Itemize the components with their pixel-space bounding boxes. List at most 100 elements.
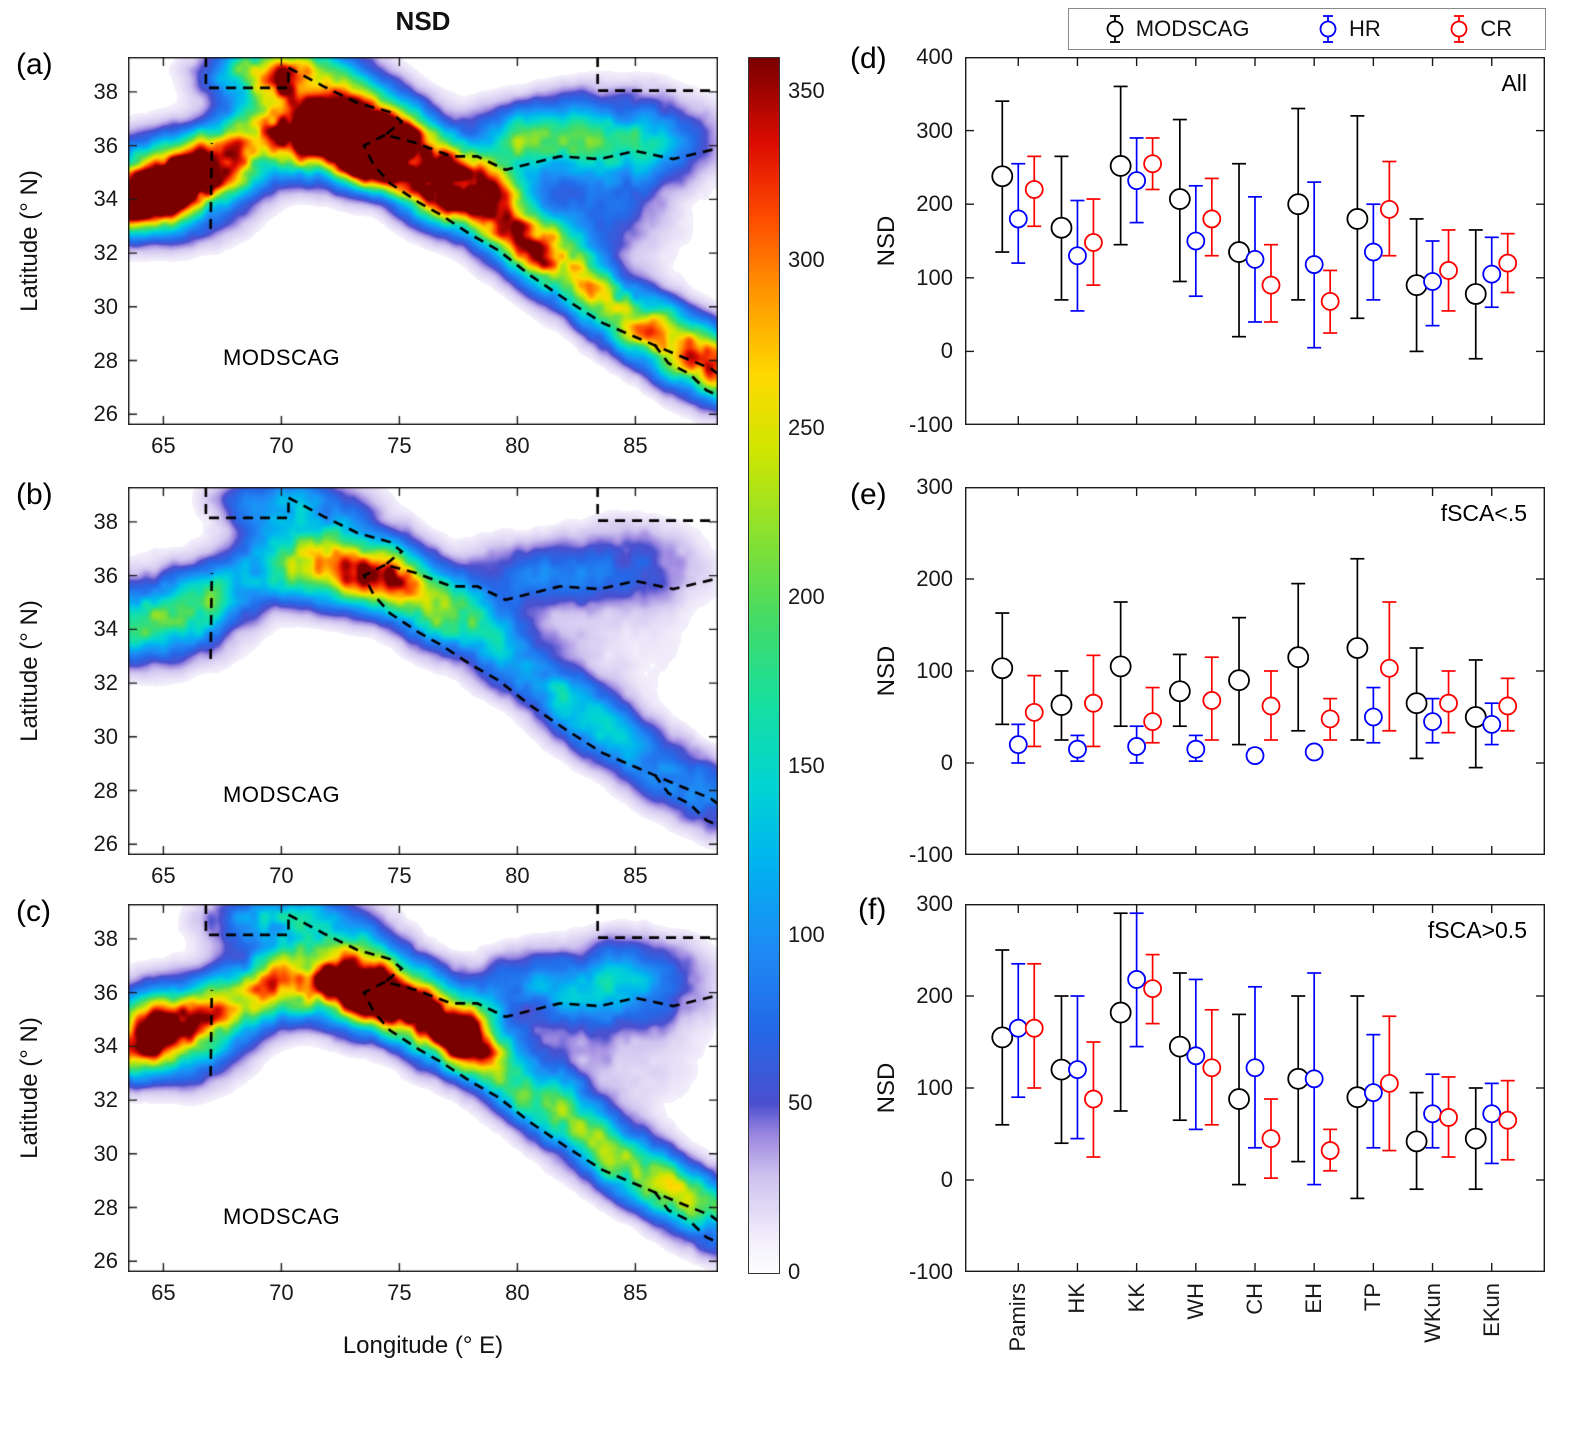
tick-label: 26 <box>93 1248 118 1274</box>
legend-label: HR <box>1349 16 1381 41</box>
errorbar-marker <box>1186 1046 1206 1066</box>
errorbar-marker <box>1245 249 1265 269</box>
legend-label: CR <box>1480 16 1513 41</box>
tick-label: 200 <box>916 566 953 591</box>
map-raster-a <box>128 57 718 425</box>
errorbar-plot: All <box>965 57 1545 425</box>
ylabel-nsd-d: NSD <box>873 215 900 267</box>
errorbar-marker <box>991 165 1014 188</box>
errorbar-marker <box>1168 680 1191 703</box>
errorbar-marker <box>1498 1110 1518 1130</box>
x-category-label: CH <box>1242 1283 1267 1315</box>
errorbar-marker <box>1202 1058 1222 1078</box>
tick-label: 250 <box>788 415 825 441</box>
errorbar-marker <box>1261 696 1281 716</box>
errorbar-marker <box>991 1026 1014 1049</box>
errorbar-marker <box>1050 216 1073 239</box>
errorbar-marker <box>1084 233 1103 252</box>
errorbar-marker <box>1202 691 1222 710</box>
tick-label: 26 <box>93 831 118 857</box>
tick-label: 34 <box>93 186 118 212</box>
errorbar-marker <box>1068 246 1087 266</box>
colorbar-gradient <box>748 57 780 1274</box>
errorbar-marker <box>1228 669 1250 692</box>
errorbar-marker <box>1346 208 1369 230</box>
tick-label: 50 <box>788 1090 813 1116</box>
tick-label: 32 <box>93 670 118 696</box>
errorbar-marker <box>1464 1127 1487 1150</box>
errorbar-marker <box>1439 1108 1458 1127</box>
tick-label: 38 <box>93 78 118 104</box>
errorbar-marker <box>1423 272 1442 291</box>
errorbar-marker <box>1245 1058 1265 1078</box>
tick-label: 34 <box>93 616 118 642</box>
tick-label: 65 <box>151 433 176 458</box>
chart-panel-e: fSCA<.5 -100 0 100 200 300 <box>909 474 1545 867</box>
errorbar-marker <box>1482 264 1502 284</box>
ylabel-nsd-f: NSD <box>873 1062 900 1114</box>
map-panel-c: MODSCAG 65 70 75 80 85 26 28 30 32 34 36 38 <box>94 904 718 1305</box>
tick-label: 85 <box>623 1280 648 1305</box>
chart-annotation: fSCA>0.5 <box>1428 917 1527 943</box>
errorbar-glyph-icon <box>1106 15 1124 43</box>
tick-label: 400 <box>916 44 953 69</box>
legend-item-hr: HR <box>1315 12 1381 46</box>
tick-label: 80 <box>505 1280 530 1305</box>
tick-label: 0 <box>940 750 953 775</box>
errorbar-marker <box>1143 154 1163 174</box>
panel-letter-d: (d) <box>850 42 887 75</box>
tick-label: 36 <box>93 562 118 588</box>
tick-label: 300 <box>916 117 953 143</box>
map-annotation-c: MODSCAG <box>223 1204 341 1229</box>
x-category-label: WKun <box>1419 1283 1445 1343</box>
errorbar-marker <box>1464 706 1487 728</box>
map-panel-b: MODSCAG 65 70 75 80 85 26 28 30 32 34 36 38 <box>94 487 718 888</box>
errorbar-marker <box>1304 255 1324 274</box>
errorbar-marker <box>1186 231 1206 251</box>
panel-letter-a: (a) <box>16 48 53 81</box>
tick-label: 70 <box>269 433 294 458</box>
tick-label: 26 <box>93 401 118 427</box>
errorbar-marker <box>1245 746 1265 766</box>
legend-label: MODSCAG <box>1135 16 1250 41</box>
tick-label: 200 <box>788 584 825 609</box>
errorbar-marker <box>1482 1104 1502 1124</box>
errorbar-marker <box>1320 291 1340 311</box>
tick-label: 30 <box>93 723 118 749</box>
errorbar-marker <box>1109 1001 1132 1024</box>
errorbar-marker <box>1498 253 1518 273</box>
colorbar: 0 50 100 150 200 250 300 350 <box>748 57 825 1284</box>
x-category-label: Pamirs <box>1005 1283 1031 1352</box>
legend-item-cr: CR <box>1446 12 1512 46</box>
tick-label: 65 <box>151 1280 176 1305</box>
ylabel-latitude-a: Latitude (° N) <box>16 170 43 312</box>
errorbar-plot: fSCA<.5 <box>965 487 1545 855</box>
chart-panel-f: fSCA>0.5 -100 0 100 200 300 <box>909 891 1545 1284</box>
errorbar-marker <box>1024 702 1044 722</box>
x-category-label: WH <box>1182 1283 1208 1320</box>
tick-label: 70 <box>269 1280 294 1305</box>
tick-label: -100 <box>908 412 953 437</box>
panel-letter-e: (e) <box>850 478 887 511</box>
errorbar-marker <box>1363 1083 1383 1103</box>
map-raster-c <box>128 904 718 1272</box>
tick-label: 0 <box>940 1167 953 1192</box>
chart-panel-d: All -100 0 100 200 300 400 <box>909 44 1545 437</box>
tick-label: 28 <box>93 347 118 373</box>
errorbar-marker <box>1068 1060 1087 1080</box>
errorbar-marker <box>1464 283 1487 305</box>
errorbar-marker <box>1346 637 1369 659</box>
tick-label: 28 <box>93 777 118 803</box>
tick-label: 0 <box>788 1259 801 1284</box>
tick-label: 100 <box>916 264 953 290</box>
errorbar-marker <box>1405 692 1428 715</box>
errorbar-marker <box>1168 188 1191 210</box>
tick-label: 32 <box>93 1087 118 1113</box>
errorbar-marker <box>1363 707 1383 727</box>
errorbar-marker <box>1363 242 1383 262</box>
tick-label: 100 <box>916 658 953 683</box>
errorbar-marker <box>1202 209 1222 229</box>
errorbar-marker <box>1304 1069 1324 1089</box>
figure-title: NSD <box>395 6 451 36</box>
errorbar-glyph-icon <box>1451 15 1468 43</box>
